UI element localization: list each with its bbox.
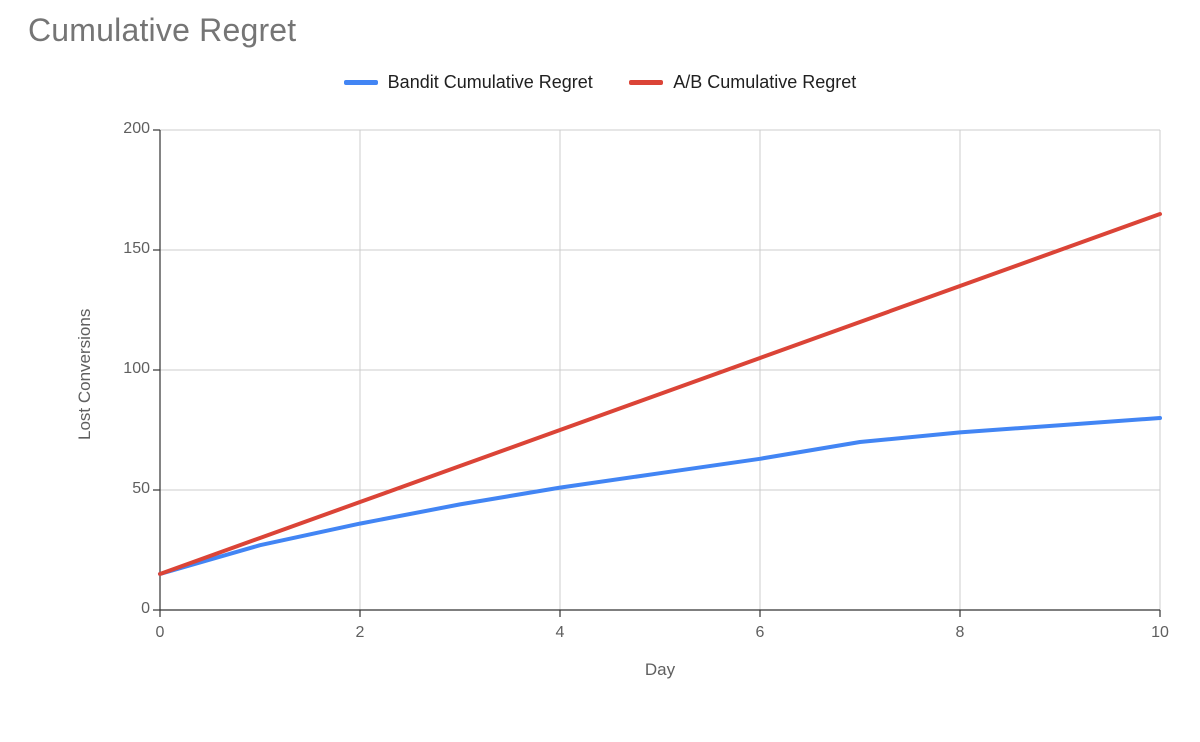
line-chart-svg [160,130,1160,610]
x-tick-label: 8 [940,624,980,642]
chart-title: Cumulative Regret [28,12,296,49]
legend-swatch-ab [629,80,663,85]
x-tick-label: 2 [340,624,380,642]
legend-label-ab: A/B Cumulative Regret [673,72,856,93]
legend-label-bandit: Bandit Cumulative Regret [388,72,593,93]
x-tick-label: 4 [540,624,580,642]
legend-swatch-bandit [344,80,378,85]
y-tick-label: 50 [100,480,150,498]
x-tick-label: 6 [740,624,780,642]
y-tick-label: 200 [100,120,150,138]
chart-container: Cumulative Regret Bandit Cumulative Regr… [0,0,1200,742]
y-tick-label: 0 [100,600,150,618]
y-tick-label: 100 [100,360,150,378]
y-axis-label: Lost Conversions [75,309,95,440]
x-axis-label: Day [630,660,690,680]
x-tick-label: 10 [1140,624,1180,642]
legend: Bandit Cumulative Regret A/B Cumulative … [0,72,1200,93]
x-tick-label: 0 [140,624,180,642]
legend-item-bandit: Bandit Cumulative Regret [344,72,593,93]
legend-item-ab: A/B Cumulative Regret [629,72,856,93]
y-tick-label: 150 [100,240,150,258]
plot-area [160,130,1160,610]
